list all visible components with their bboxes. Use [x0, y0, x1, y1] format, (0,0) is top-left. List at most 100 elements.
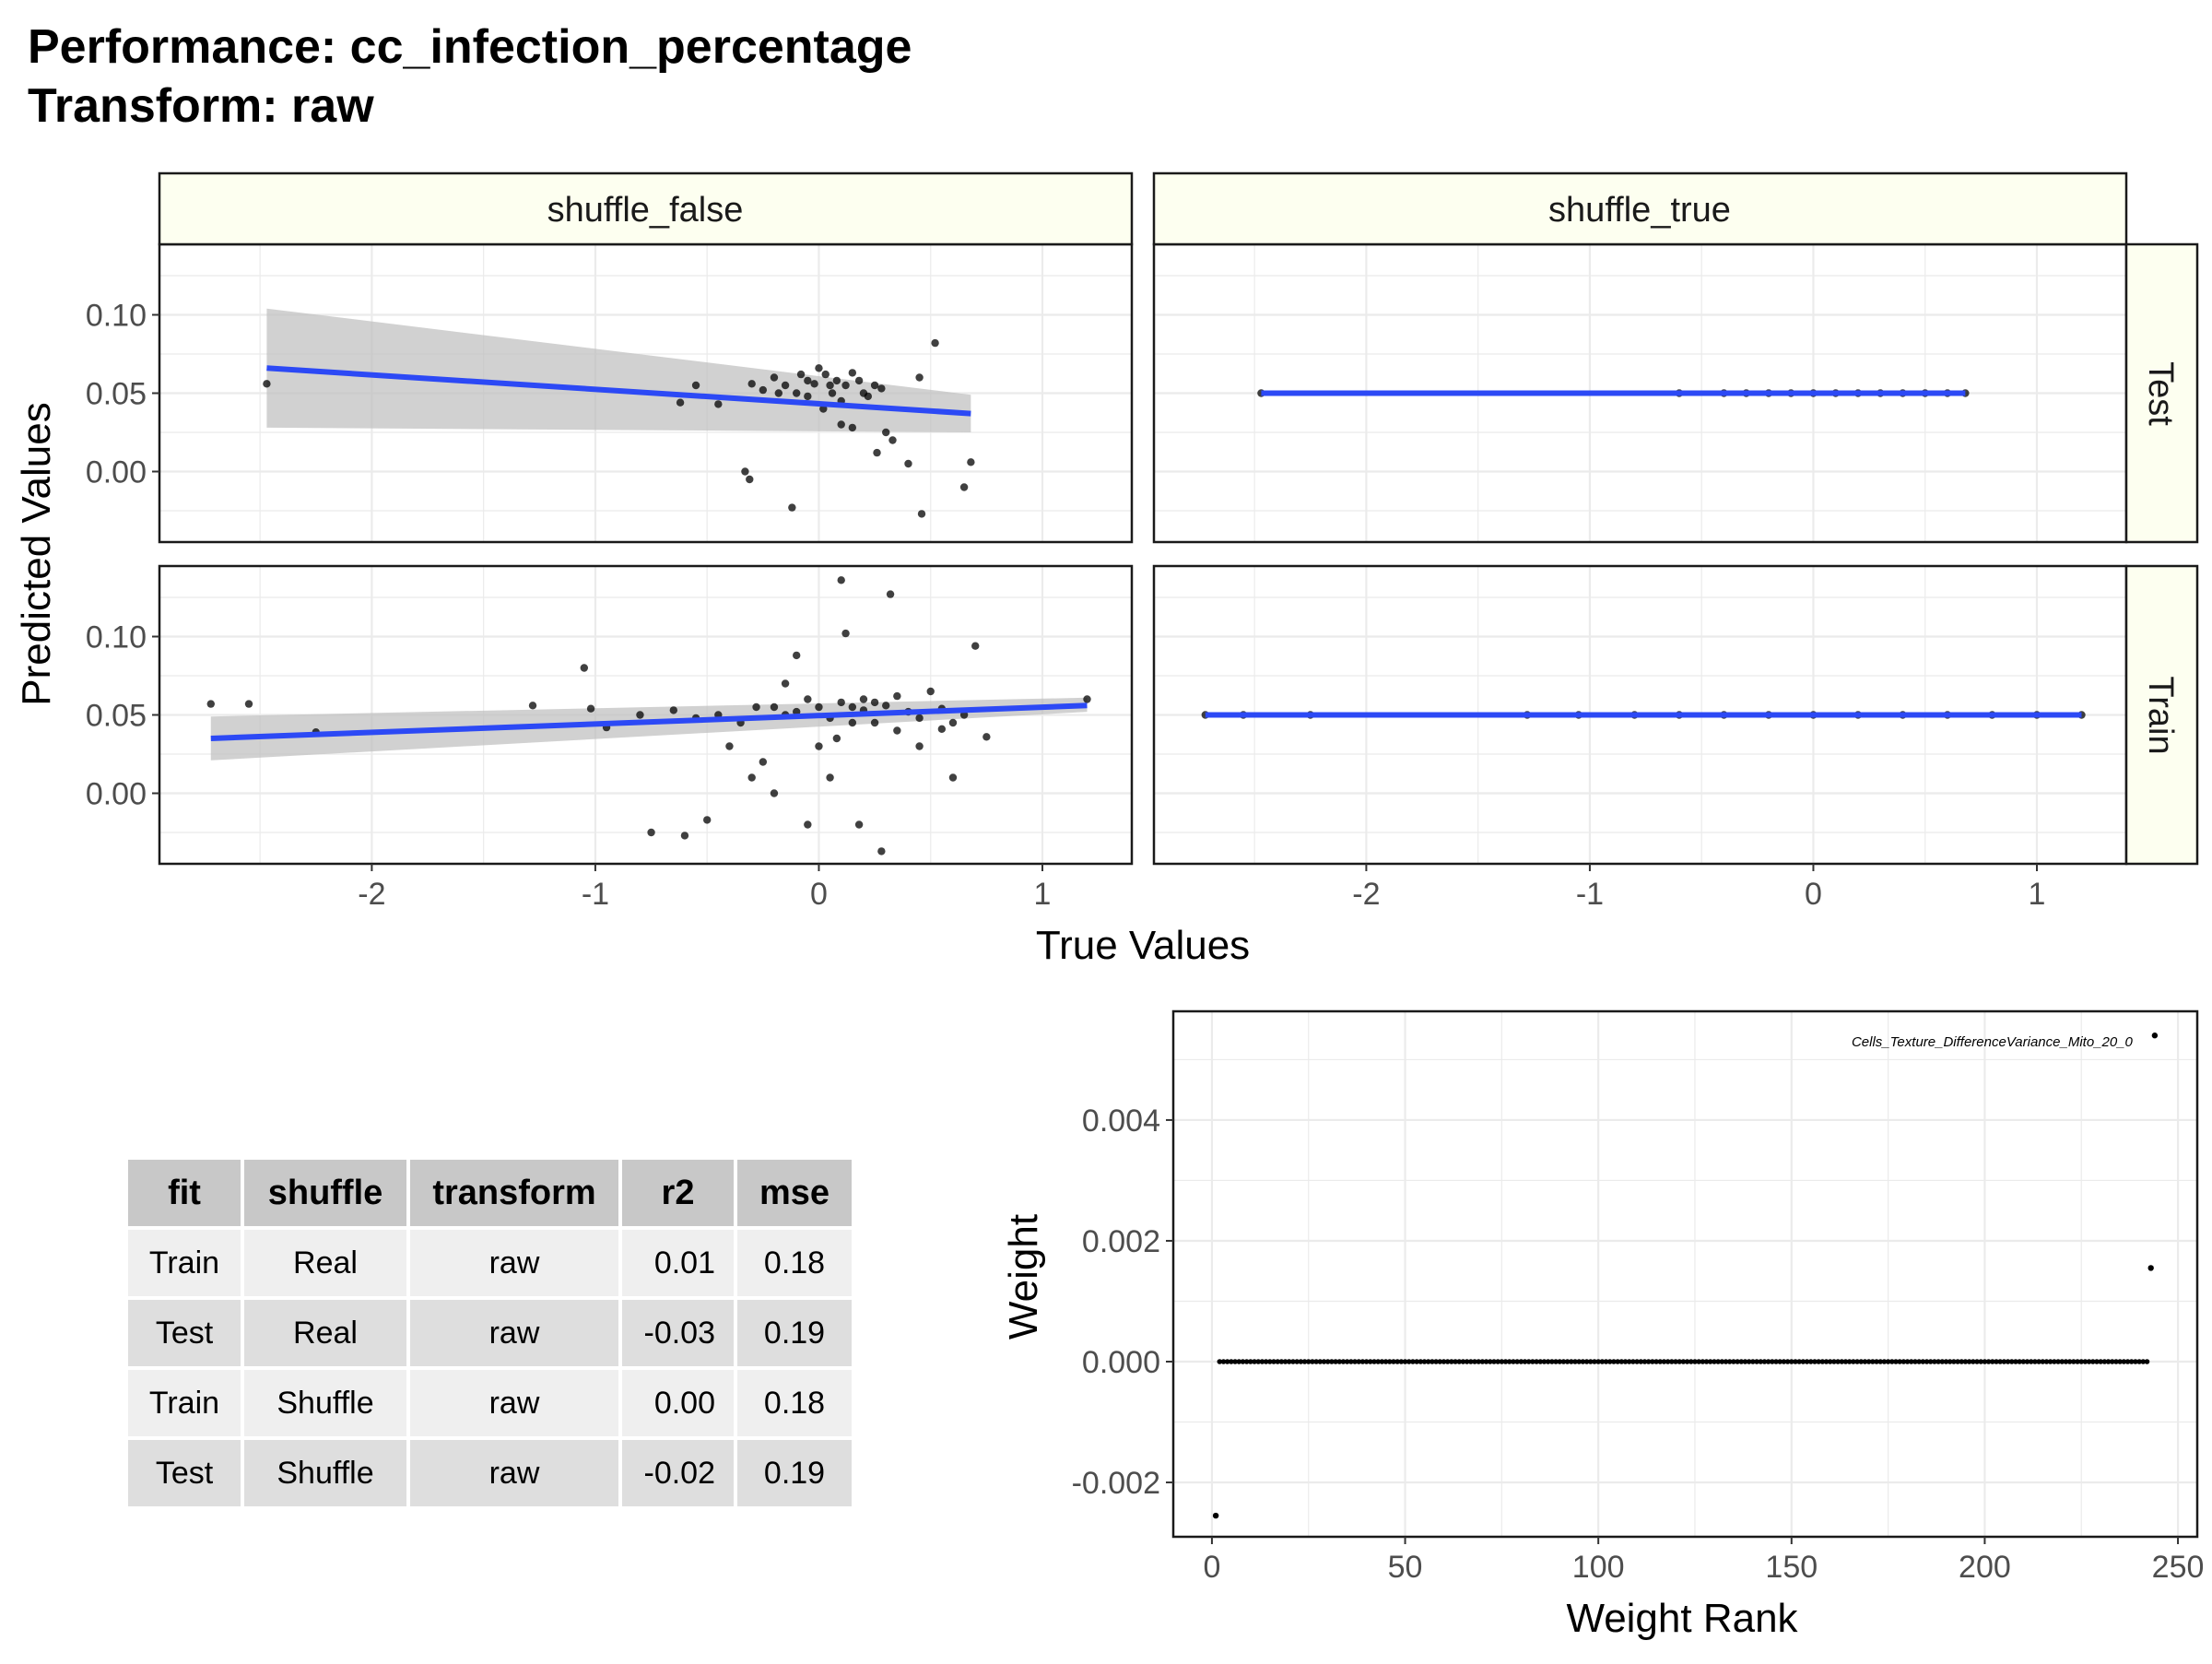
weight-point — [1340, 1359, 1347, 1364]
weight-point — [1449, 1359, 1454, 1364]
table-cell: 0.19 — [764, 1456, 825, 1491]
y-tick-label: 0.002 — [1082, 1224, 1160, 1259]
weight-point — [1333, 1359, 1338, 1364]
weight-point — [1406, 1359, 1412, 1364]
weight-point — [2133, 1359, 2138, 1364]
weight-point — [2040, 1359, 2046, 1364]
weight-point — [1865, 1359, 1872, 1364]
data-point — [759, 385, 768, 395]
data-point — [815, 702, 823, 712]
weight-point — [2082, 1359, 2088, 1364]
weight-point — [2032, 1359, 2038, 1364]
weight-point — [1692, 1359, 1698, 1364]
weight-point — [1560, 1359, 1567, 1364]
weight-point — [1939, 1359, 1946, 1364]
strip-train-box — [2124, 564, 2199, 866]
weight-point — [1522, 1359, 1528, 1364]
weight-point — [1545, 1359, 1551, 1364]
weight-point — [1259, 1359, 1265, 1364]
weight-point — [1978, 1359, 1984, 1364]
table-cell-bg — [128, 1370, 241, 1436]
table-header-cell — [622, 1160, 734, 1226]
x-axis-title: True Values — [1036, 923, 1250, 968]
weight-point — [1707, 1359, 1713, 1364]
table-header-fit: fit — [168, 1174, 201, 1212]
weight-point — [1282, 1359, 1288, 1364]
table-cell: -0.02 — [644, 1456, 716, 1491]
weight-point — [2017, 1359, 2022, 1364]
table-cell-bg — [622, 1370, 734, 1436]
data-point — [741, 467, 749, 476]
weight-point — [1839, 1359, 1845, 1364]
data-point — [917, 510, 926, 518]
table-cell-bg — [622, 1300, 734, 1366]
data-point — [788, 503, 796, 512]
weight-point — [1410, 1359, 1416, 1364]
weight-point — [1974, 1359, 1980, 1364]
weight-point — [1212, 1512, 1219, 1519]
weight-point — [1499, 1359, 1505, 1364]
weight-point — [1232, 1359, 1238, 1364]
weight-point — [1278, 1359, 1285, 1364]
data-point — [691, 381, 700, 390]
table-cell-bg — [244, 1230, 406, 1296]
data-point — [747, 380, 756, 388]
strip-shuffle-false-box — [158, 171, 1134, 246]
weight-point — [1781, 1359, 1787, 1364]
table-cell-bg — [244, 1300, 406, 1366]
data-point — [774, 389, 783, 397]
weight-point — [1525, 1359, 1532, 1364]
data-point — [206, 700, 215, 708]
data-point — [826, 381, 834, 390]
weight-point — [1731, 1359, 1736, 1364]
stats-table: fit shuffle transform r2 mse Train Real raw 0.01… — [128, 1160, 852, 1506]
weight-point — [2140, 1359, 2147, 1364]
table-header-cell — [128, 1160, 241, 1226]
data-point — [815, 742, 823, 750]
table-cell: -0.03 — [644, 1316, 716, 1351]
weight-point — [2098, 1359, 2103, 1364]
weight-point — [1800, 1359, 1806, 1364]
data-point — [873, 448, 881, 457]
data-point — [1083, 695, 1091, 703]
y-tick-label: 0.10 — [86, 299, 147, 334]
weight-point — [2086, 1359, 2092, 1364]
panel-border — [1171, 1009, 2199, 1539]
strip-train: Train — [2141, 676, 2180, 754]
y-tick-label: 0.000 — [1082, 1345, 1160, 1380]
weight-point — [1476, 1359, 1482, 1364]
weight-point — [1606, 1359, 1613, 1364]
weight-point — [2013, 1359, 2018, 1364]
strip-test: Test — [2141, 361, 2180, 426]
weight-point — [1700, 1359, 1706, 1364]
weight-point — [1846, 1359, 1853, 1364]
confidence-ribbon — [266, 308, 971, 432]
weight-point — [1491, 1359, 1497, 1364]
weight-point — [1680, 1359, 1687, 1364]
weight-point — [1966, 1359, 1972, 1364]
weight-point — [1220, 1359, 1227, 1364]
x-tick-label: -1 — [1576, 877, 1604, 912]
weight-point — [1793, 1359, 1798, 1364]
table-header-cell — [244, 1160, 406, 1226]
weight-point — [1985, 1359, 1992, 1364]
data-point — [926, 687, 935, 696]
weight-point — [1788, 1359, 1794, 1364]
weight-point — [1641, 1359, 1648, 1364]
weight-point — [1816, 1359, 1821, 1364]
data-point — [959, 711, 969, 719]
data-point — [796, 370, 806, 379]
weight-point — [2121, 1359, 2127, 1364]
data-point — [826, 773, 834, 782]
data-point — [982, 733, 991, 741]
weight-point — [1541, 1359, 1547, 1364]
data-point — [770, 373, 779, 382]
table-cell-bg — [622, 1440, 734, 1506]
weight-point — [1236, 1359, 1242, 1364]
data-point — [854, 820, 864, 829]
table-header-mse: mse — [759, 1174, 830, 1212]
x-tick-label: 0 — [1805, 877, 1822, 912]
weight-point — [1271, 1359, 1277, 1364]
data-point — [841, 381, 850, 390]
table-header-shuffle: shuffle — [268, 1174, 383, 1212]
